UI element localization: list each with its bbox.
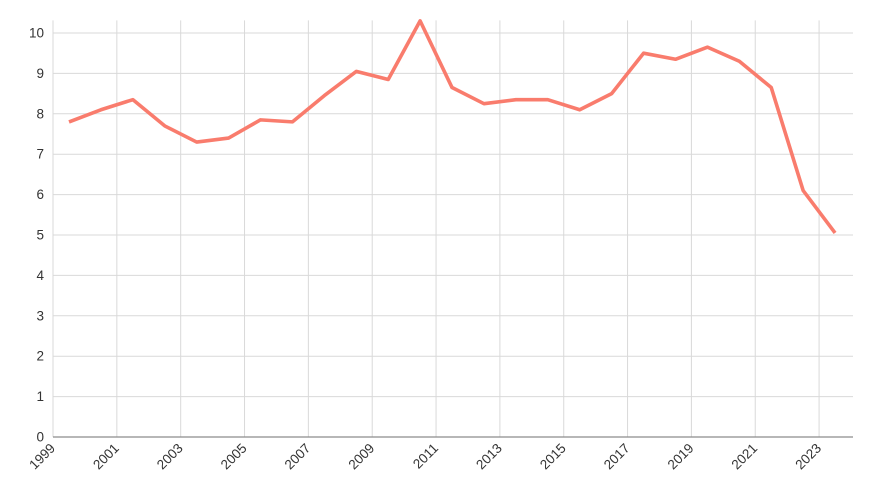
x-tick-label: 2003 — [154, 441, 186, 473]
x-tick-label: 2007 — [282, 441, 314, 473]
y-tick-label: 3 — [36, 308, 44, 323]
y-tick-label: 10 — [29, 26, 44, 41]
x-tick-label: 2005 — [218, 441, 250, 473]
y-tick-label: 8 — [36, 106, 44, 121]
x-tick-label: 2015 — [537, 441, 569, 473]
x-tick-label: 2009 — [345, 441, 377, 473]
x-tick-label: 2001 — [90, 441, 122, 473]
y-tick-label: 1 — [36, 389, 44, 404]
y-axis-labels: 0 1 2 3 4 5 6 7 8 9 10 — [29, 26, 45, 445]
y-tick-label: 4 — [36, 268, 44, 283]
x-tick-label: 2011 — [410, 441, 441, 472]
y-tick-label: 7 — [36, 147, 44, 162]
y-tick-label: 6 — [36, 187, 44, 202]
x-tick-label: 2019 — [665, 441, 697, 473]
y-tick-label: 5 — [36, 228, 44, 243]
grid-vertical — [52, 20, 820, 437]
series-line — [68, 19, 837, 235]
y-tick-label: 0 — [36, 430, 44, 445]
grid-horizontal — [53, 32, 853, 398]
y-tick-label: 2 — [36, 349, 44, 364]
x-axis-labels: 1999 2001 2003 2005 2007 2009 2011 2013 2015 2017… — [26, 441, 824, 473]
series — [68, 19, 837, 235]
x-tick-label: 2013 — [473, 441, 505, 473]
x-tick-label: 2021 — [729, 441, 761, 473]
y-tick-label: 9 — [36, 66, 44, 81]
x-tick-label: 2017 — [601, 441, 633, 473]
x-tick-label: 1999 — [26, 441, 58, 473]
x-tick-label: 2023 — [792, 441, 824, 473]
